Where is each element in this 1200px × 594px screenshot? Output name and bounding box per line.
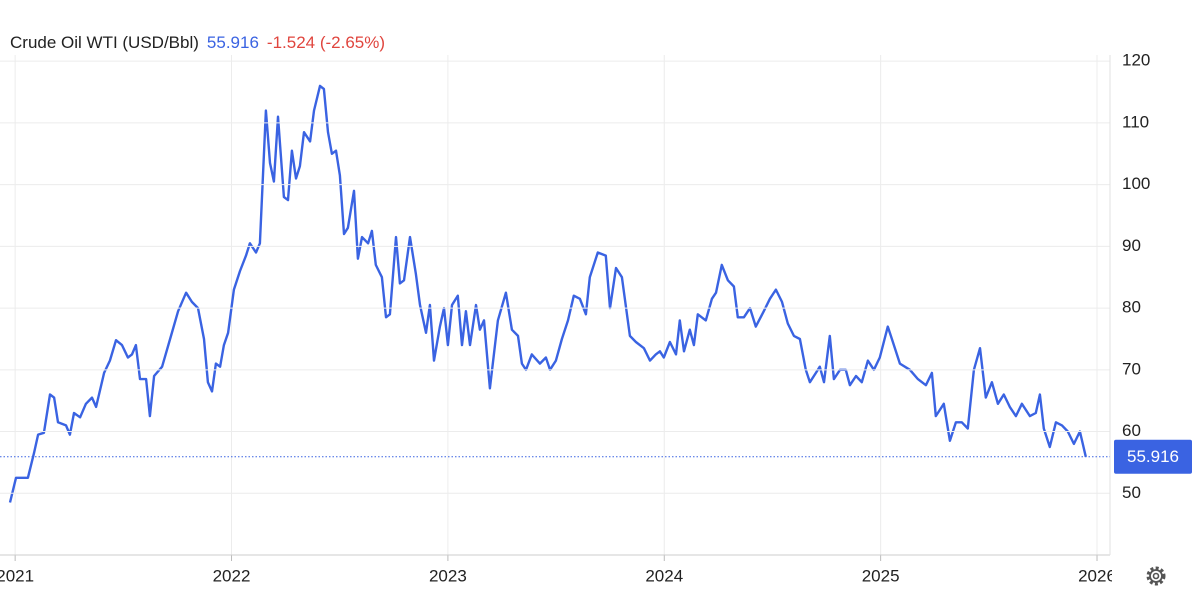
y-tick-label: 60 bbox=[1122, 421, 1141, 440]
last-price-badge bbox=[1114, 439, 1192, 474]
y-tick-label: 110 bbox=[1122, 112, 1149, 131]
x-tick-label: 2024 bbox=[645, 566, 683, 585]
plot-area: 2021 2022 2023 2024 2025 2026 bbox=[0, 55, 1116, 585]
price-change: -1.524 (-2.65%) bbox=[267, 33, 385, 52]
settings-button[interactable] bbox=[1146, 566, 1166, 586]
chart-title: Crude Oil WTI (USD/Bbl) bbox=[10, 33, 199, 52]
y-tick-label: 120 bbox=[1122, 51, 1150, 70]
x-tick-label: 2025 bbox=[862, 566, 900, 585]
y-tick-label: 100 bbox=[1122, 174, 1150, 193]
x-tick-label: 2023 bbox=[429, 566, 467, 585]
y-tick-label: 50 bbox=[1122, 483, 1141, 502]
x-tick-label: 2026 bbox=[1078, 566, 1116, 585]
y-tick-label: 80 bbox=[1122, 298, 1141, 317]
x-tick-label: 2022 bbox=[213, 566, 251, 585]
last-price-label: 55.916 bbox=[1127, 447, 1179, 466]
x-tick-label: 2021 bbox=[0, 566, 34, 585]
price-line bbox=[8, 84, 1087, 503]
y-tick-label: 90 bbox=[1122, 236, 1141, 255]
last-price: 55.916 bbox=[207, 33, 259, 52]
chart-header: Crude Oil WTI (USD/Bbl) 55.916 -1.524 (-2.… bbox=[10, 33, 385, 52]
y-tick-label: 70 bbox=[1122, 359, 1141, 378]
